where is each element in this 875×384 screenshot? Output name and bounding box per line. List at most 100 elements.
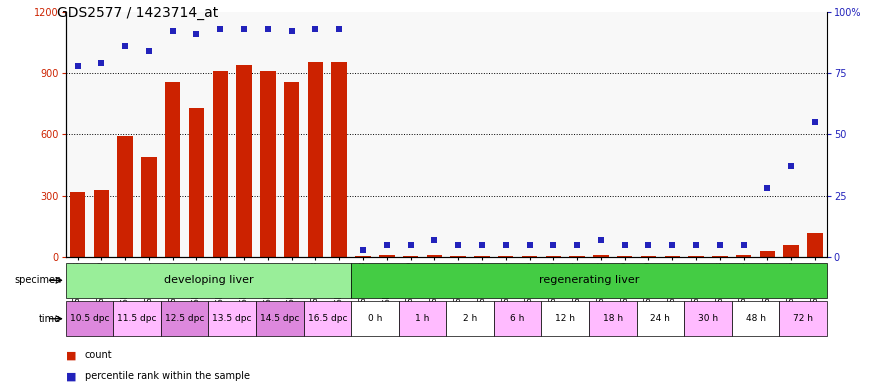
Bar — [379, 255, 395, 257]
Bar — [640, 256, 656, 257]
Bar — [493, 301, 542, 336]
Bar — [351, 301, 399, 336]
Point — [237, 26, 251, 32]
Text: ■: ■ — [66, 350, 76, 360]
Point — [499, 242, 513, 248]
Text: 12 h: 12 h — [556, 314, 575, 323]
Bar — [284, 82, 299, 257]
Point — [142, 48, 156, 54]
Bar — [760, 251, 775, 257]
Text: 10.5 dpc: 10.5 dpc — [70, 314, 109, 323]
Bar — [542, 301, 589, 336]
Bar — [498, 256, 514, 257]
Point — [356, 247, 370, 253]
Point — [522, 242, 536, 248]
Point — [214, 26, 228, 32]
Bar — [589, 301, 637, 336]
Bar — [70, 192, 85, 257]
Point — [403, 242, 417, 248]
Bar — [399, 301, 446, 336]
Bar — [570, 256, 584, 257]
Text: 30 h: 30 h — [698, 314, 718, 323]
Bar — [617, 256, 633, 257]
Point — [760, 185, 774, 192]
Text: regenerating liver: regenerating liver — [539, 275, 639, 285]
Point — [594, 237, 608, 243]
Bar — [236, 65, 252, 257]
Bar — [712, 256, 727, 257]
Text: time: time — [39, 314, 61, 324]
Bar — [161, 301, 208, 336]
Bar — [256, 301, 304, 336]
Point — [284, 28, 298, 34]
Text: 12.5 dpc: 12.5 dpc — [164, 314, 204, 323]
Point — [427, 237, 441, 243]
Bar — [546, 256, 561, 257]
Bar — [332, 62, 346, 257]
Text: 0 h: 0 h — [368, 314, 382, 323]
Bar — [260, 71, 276, 257]
Text: percentile rank within the sample: percentile rank within the sample — [85, 371, 250, 381]
Text: 16.5 dpc: 16.5 dpc — [307, 314, 347, 323]
Bar — [689, 256, 704, 257]
Text: count: count — [85, 350, 113, 360]
Point — [380, 242, 394, 248]
Text: 24 h: 24 h — [650, 314, 670, 323]
Bar — [66, 301, 113, 336]
Point — [452, 242, 466, 248]
Point — [808, 119, 822, 125]
Text: GDS2577 / 1423714_at: GDS2577 / 1423714_at — [57, 6, 218, 20]
Point — [261, 26, 275, 32]
Bar — [451, 256, 466, 257]
Bar — [113, 301, 161, 336]
Text: specimen: specimen — [14, 275, 61, 285]
Bar — [736, 255, 752, 257]
Text: 2 h: 2 h — [463, 314, 477, 323]
Text: 11.5 dpc: 11.5 dpc — [117, 314, 157, 323]
Text: 1 h: 1 h — [416, 314, 430, 323]
Text: developing liver: developing liver — [164, 275, 253, 285]
Bar — [304, 301, 351, 336]
Bar — [474, 256, 490, 257]
Bar — [66, 263, 351, 298]
Bar — [783, 245, 799, 257]
Bar — [402, 256, 418, 257]
Point — [118, 43, 132, 49]
Bar — [94, 190, 109, 257]
Point — [641, 242, 655, 248]
Bar — [117, 136, 133, 257]
Bar — [593, 255, 609, 257]
Text: 72 h: 72 h — [793, 314, 813, 323]
Point — [618, 242, 632, 248]
Point — [332, 26, 346, 32]
Bar — [208, 301, 256, 336]
Point — [546, 242, 560, 248]
Bar — [522, 256, 537, 257]
Point — [94, 60, 108, 66]
Point — [665, 242, 679, 248]
Point — [475, 242, 489, 248]
Text: 14.5 dpc: 14.5 dpc — [260, 314, 299, 323]
Bar — [189, 108, 204, 257]
Bar — [808, 233, 822, 257]
Text: 18 h: 18 h — [603, 314, 623, 323]
Bar — [427, 255, 442, 257]
Point — [165, 28, 179, 34]
Bar — [446, 301, 493, 336]
Bar — [308, 62, 323, 257]
Bar — [684, 301, 732, 336]
Bar — [165, 82, 180, 257]
Point — [190, 31, 204, 37]
Point — [71, 63, 85, 69]
Point — [737, 242, 751, 248]
Point — [784, 163, 798, 169]
Bar — [780, 301, 827, 336]
Bar — [141, 157, 157, 257]
Bar — [213, 71, 228, 257]
Point — [713, 242, 727, 248]
Text: 13.5 dpc: 13.5 dpc — [213, 314, 252, 323]
Bar — [732, 301, 780, 336]
Bar — [637, 301, 684, 336]
Point — [570, 242, 584, 248]
Text: 6 h: 6 h — [510, 314, 525, 323]
